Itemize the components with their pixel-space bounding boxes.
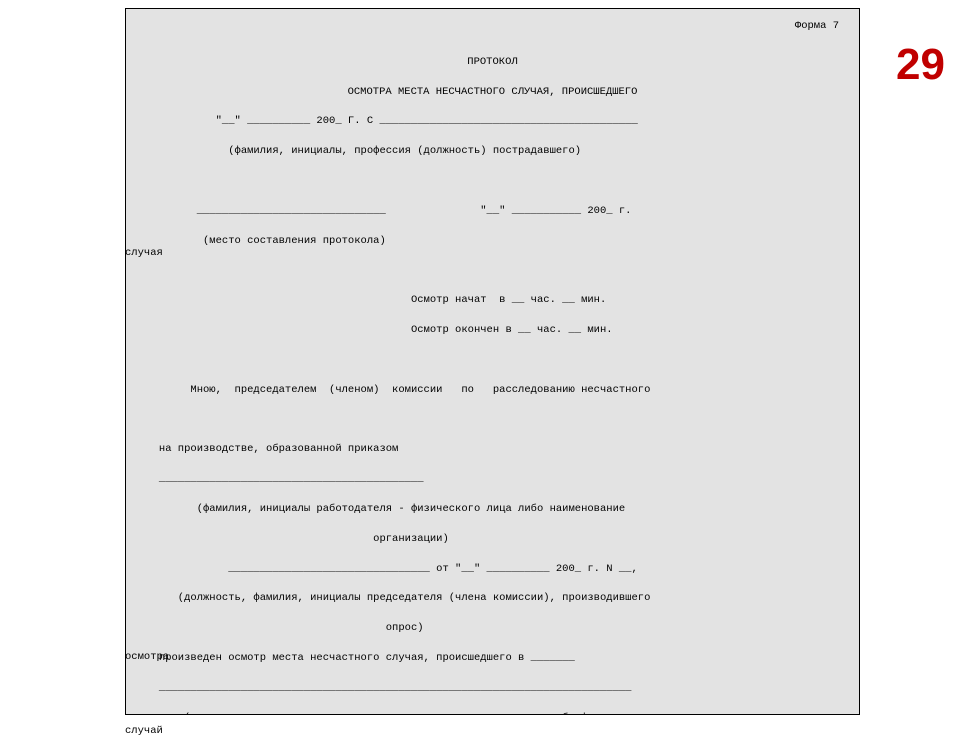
line-end: Осмотр окончен в __ час. __ мин. bbox=[140, 323, 845, 338]
line-start: Осмотр начат в __ час. __ мин. bbox=[140, 293, 845, 308]
wrap-osmotra: осмотра bbox=[125, 651, 169, 663]
blank-1 bbox=[140, 174, 845, 189]
title-line-2: ОСМОТРА МЕСТА НЕСЧАСТНОГО СЛУЧАЯ, ПРОИСШ… bbox=[140, 85, 845, 100]
p1b: на производстве, образованной приказом bbox=[140, 442, 845, 457]
line-place-sub: (место составления протокола) bbox=[140, 234, 845, 249]
page-number: 29 bbox=[896, 40, 945, 90]
protocol-form: Форма 7 ПРОТОКОЛ ОСМОТРА МЕСТА НЕСЧАСТНО… bbox=[125, 8, 860, 715]
p1d: (фамилия, инициалы работодателя - физиче… bbox=[140, 502, 845, 517]
p1g: (должность, фамилия, инициалы председате… bbox=[140, 591, 845, 606]
wrap-sluchaya: случая bbox=[125, 247, 163, 259]
p1h: опрос) bbox=[140, 621, 845, 636]
blank-3 bbox=[140, 353, 845, 368]
p1a: Мною, председателем (членом) комиссии по… bbox=[140, 383, 845, 398]
form-header: Форма 7 bbox=[140, 19, 845, 34]
p1j: ________________________________________… bbox=[140, 681, 845, 696]
p1c: ________________________________________… bbox=[140, 472, 845, 487]
p1f: ________________________________ от "__"… bbox=[140, 562, 845, 577]
p1k: (наименование организации и ее структурн… bbox=[140, 711, 845, 715]
title-line-1: ПРОТОКОЛ bbox=[140, 55, 845, 70]
wrap-sluchai: случай bbox=[125, 725, 163, 737]
line-date-sub: (фамилия, инициалы, профессия (должность… bbox=[140, 144, 845, 159]
line-date: "__" __________ 200_ Г. С ______________… bbox=[140, 114, 845, 129]
p1e: организации) bbox=[140, 532, 845, 547]
blank-2 bbox=[140, 264, 845, 279]
p1i: произведен осмотр места несчастного случ… bbox=[140, 651, 845, 666]
blank-3b bbox=[140, 413, 845, 428]
line-place: ______________________________ "__" ____… bbox=[140, 204, 845, 219]
